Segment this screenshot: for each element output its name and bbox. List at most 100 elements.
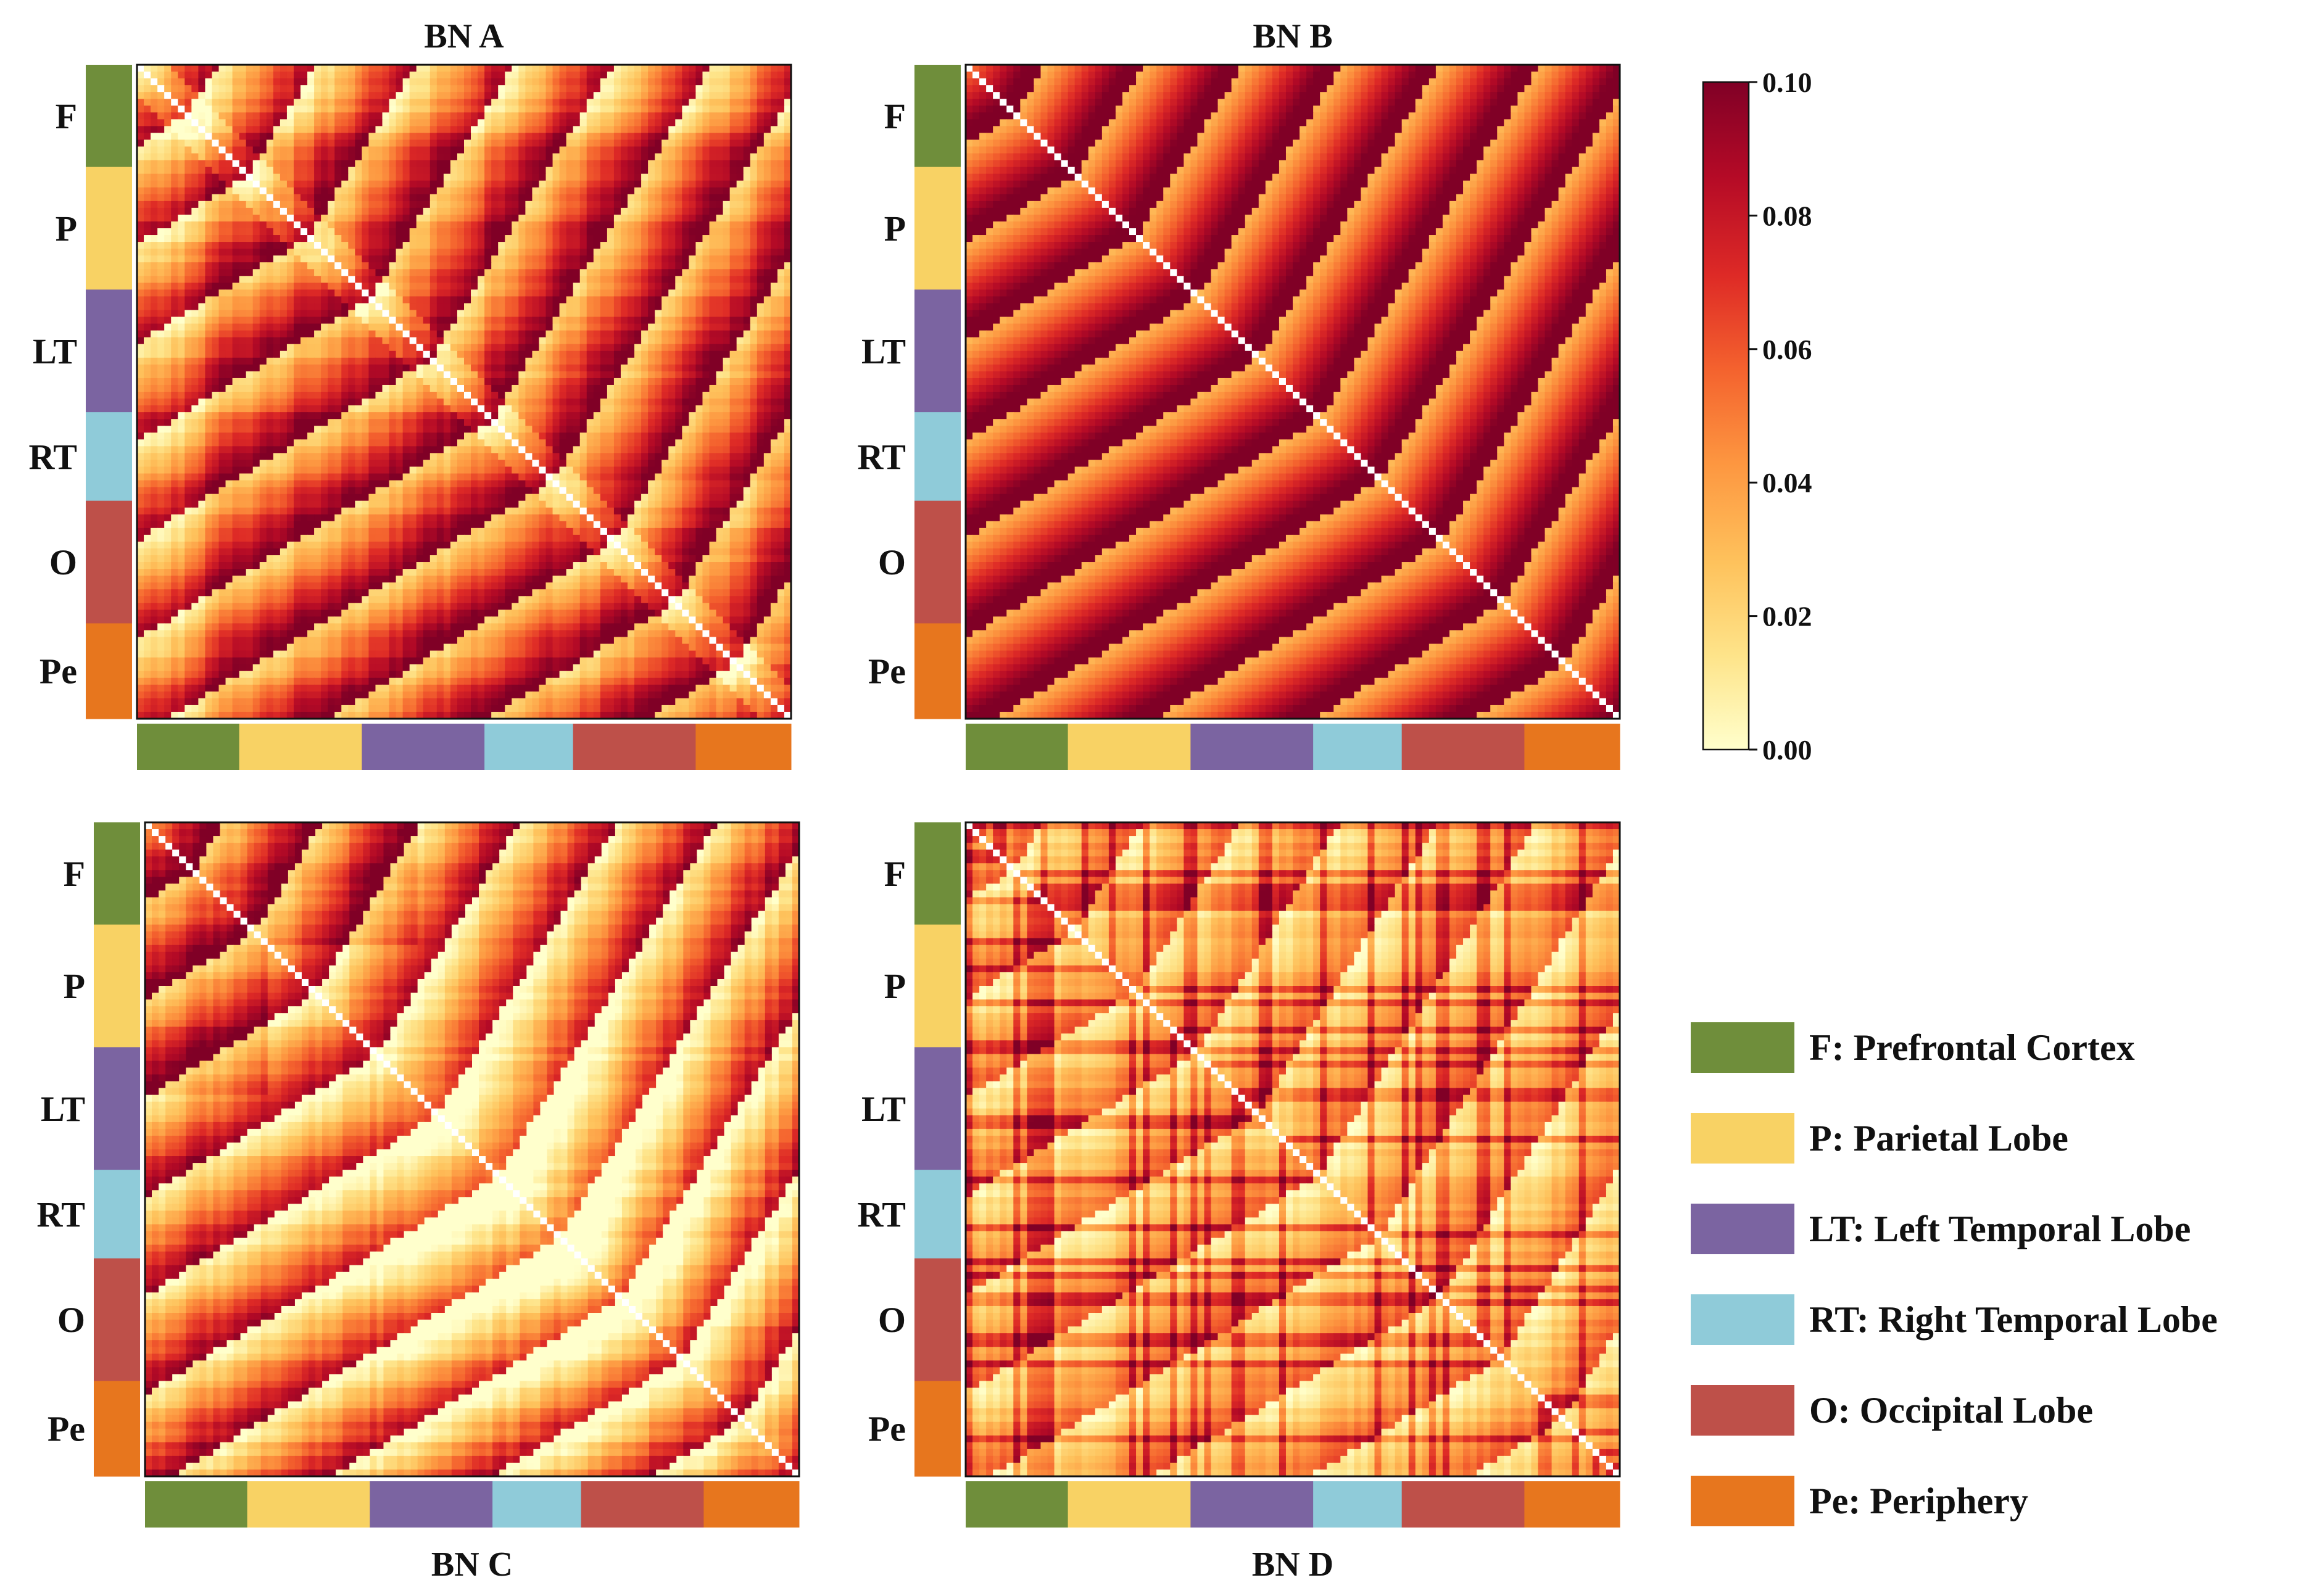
heatmap-cell (655, 78, 662, 86)
heatmap-cell (450, 85, 458, 93)
heatmap-cell (621, 126, 628, 133)
heatmap-cell (267, 78, 274, 86)
heatmap-cell (518, 133, 526, 140)
heatmap-cell (184, 119, 192, 126)
heatmap-cell (178, 78, 185, 86)
heatmap-cell (355, 85, 362, 93)
heatmap-cell (375, 92, 383, 99)
heatmap-cell (546, 85, 553, 93)
heatmap-cell (518, 99, 526, 106)
heatmap-cell (505, 133, 512, 140)
heatmap-cell (444, 126, 451, 133)
heatmap-cell (587, 92, 594, 99)
heatmap-cell (287, 85, 294, 93)
heatmap-cell (321, 112, 328, 120)
heatmap-cell (233, 99, 240, 106)
heatmap-cell (777, 99, 785, 106)
heatmap-cell (484, 92, 492, 99)
heatmap-cell (777, 85, 785, 93)
heatmap-cell (532, 119, 539, 126)
heatmap-cell (417, 92, 424, 99)
heatmap-cell (573, 65, 581, 72)
heatmap-cell (212, 112, 219, 120)
heatmap-cell (287, 133, 294, 140)
heatmap-cell (417, 112, 424, 120)
heatmap-cell (144, 112, 151, 120)
heatmap-cell (491, 92, 499, 99)
heatmap-cell (444, 85, 451, 93)
heatmap-cell (655, 99, 662, 106)
heatmap-cell (368, 92, 376, 99)
heatmap-cell (423, 133, 431, 140)
heatmap-cell (702, 112, 710, 120)
heatmap-cell (750, 72, 758, 79)
heatmap-cell (341, 105, 349, 113)
heatmap-cell (464, 112, 471, 120)
heatmap-cell (771, 92, 778, 99)
heatmap-cell (505, 85, 512, 93)
heatmap-cell (737, 85, 744, 93)
heatmap-cell (205, 112, 212, 120)
heatmap-cell (594, 92, 601, 99)
heatmap-cell (484, 133, 492, 140)
heatmap-cell (198, 92, 205, 99)
heatmap-cell (417, 99, 424, 106)
heatmap-cell (730, 119, 737, 126)
heatmap-cell (178, 85, 185, 93)
heatmap-cell (580, 126, 587, 133)
heatmap-cell (437, 65, 444, 72)
heatmap-cell (750, 112, 758, 120)
heatmap-cell (668, 105, 676, 113)
heatmap-cell (600, 105, 608, 113)
heatmap-cell (621, 65, 628, 72)
heatmap-cell (328, 126, 335, 133)
heatmap-cell (675, 112, 682, 120)
heatmap-cell (151, 78, 158, 86)
heatmap-cell (191, 133, 199, 140)
heatmap-cell (301, 126, 308, 133)
heatmap-cell (137, 72, 144, 79)
heatmap-cell (334, 99, 342, 106)
heatmap-cell (614, 112, 621, 120)
heatmap-cell (491, 105, 499, 113)
heatmap-cell (478, 105, 485, 113)
heatmap-cell (675, 78, 682, 86)
heatmap-cell (518, 78, 526, 86)
heatmap-cell (512, 72, 519, 79)
heatmap-cell (702, 72, 710, 79)
heatmap-cell (368, 105, 376, 113)
heatmap-cell (301, 85, 308, 93)
heatmap-cell (621, 99, 628, 106)
heatmap-cell (314, 133, 321, 140)
heatmap-cell (219, 72, 226, 79)
heatmap-cell (362, 85, 369, 93)
heatmap-cell (253, 133, 260, 140)
heatmap-cell (212, 105, 219, 113)
heatmap-cell (273, 133, 281, 140)
heatmap-cell (539, 85, 546, 93)
heatmap-cell (178, 126, 185, 133)
heatmap-cell (682, 78, 689, 86)
heatmap-cell (587, 85, 594, 93)
heatmap-cell (689, 119, 696, 126)
heatmap-cell (253, 126, 260, 133)
heatmap-cell (525, 85, 533, 93)
heatmap-cell (246, 126, 254, 133)
heatmap-cell (144, 92, 151, 99)
heatmap-cell (587, 126, 594, 133)
heatmap-cell (648, 126, 655, 133)
heatmap-cell (491, 126, 499, 133)
heatmap-cell (171, 119, 178, 126)
heatmap-cell (471, 92, 478, 99)
heatmap-cell (723, 126, 731, 133)
heatmap-cell (744, 112, 751, 120)
heatmap-cell (144, 105, 151, 113)
heatmap-cell (668, 119, 676, 126)
heatmap-cell (157, 112, 165, 120)
heatmap-cell (178, 99, 185, 106)
heatmap-cell (621, 72, 628, 79)
heatmap-cell (233, 126, 240, 133)
heatmap-cell (457, 126, 465, 133)
heatmap-cell (702, 99, 710, 106)
heatmap-cell (430, 119, 437, 126)
